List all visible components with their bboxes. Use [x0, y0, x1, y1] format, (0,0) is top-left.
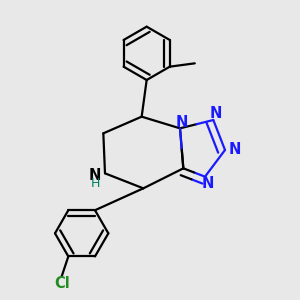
Text: N: N: [210, 106, 222, 122]
Text: N: N: [89, 167, 101, 182]
Text: N: N: [176, 115, 188, 130]
Text: N: N: [228, 142, 241, 158]
Text: H: H: [90, 177, 100, 190]
Text: Cl: Cl: [54, 276, 70, 291]
Text: N: N: [202, 176, 214, 191]
